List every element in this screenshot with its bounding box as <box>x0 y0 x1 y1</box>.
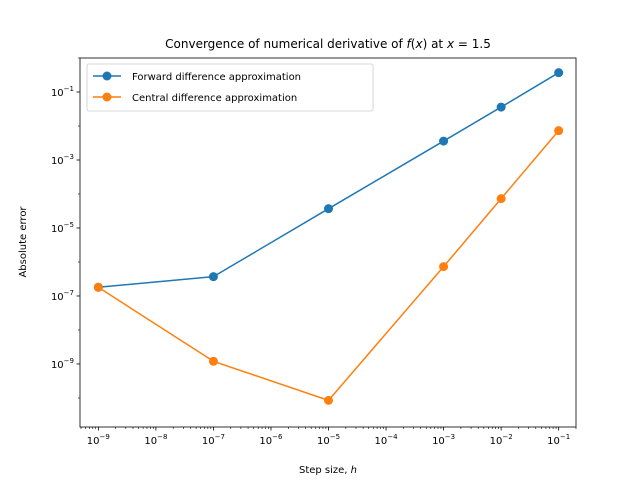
series-0-point-1 <box>208 272 218 282</box>
series-1-point-4 <box>496 194 506 204</box>
y-tick-label: 10−1 <box>51 85 74 99</box>
series-1-point-0 <box>93 282 103 292</box>
legend-marker-forward <box>102 71 112 81</box>
legend-label-central: Central difference approximation <box>132 93 297 104</box>
x-tick-label: 10−2 <box>490 433 513 447</box>
series-line-1 <box>97 130 560 402</box>
y-tick-label: 10−5 <box>51 221 74 235</box>
legend-box <box>86 63 374 112</box>
x-axis-ticks: 10−9 10−8 10−7 10−6 10−5 10−4 10−3 10−2 10−1 <box>80 427 577 447</box>
x-tick-label: 10−6 <box>259 433 283 447</box>
x-tick-label: 10−9 <box>87 433 110 447</box>
series-0-point-2 <box>324 204 334 214</box>
legend-marker-central <box>102 92 112 102</box>
series-line-0 <box>98 72 560 289</box>
x-tick-label: 10−8 <box>144 433 167 447</box>
series-0-point-3 <box>439 136 449 146</box>
y-tick-label: 10−9 <box>51 357 74 371</box>
x-tick-label: 10−1 <box>547 433 570 447</box>
series-layer <box>93 68 564 405</box>
x-tick-label: 10−5 <box>317 433 340 447</box>
series-1-point-1 <box>208 356 218 366</box>
x-tick-label: 10−3 <box>432 433 455 447</box>
series-0-point-4 <box>496 102 506 112</box>
legend-label-forward: Forward difference approximation <box>132 72 301 83</box>
y-tick-label: 10−3 <box>51 153 74 167</box>
series-1-point-3 <box>439 262 449 272</box>
legend: Forward difference approximation Central… <box>86 63 374 112</box>
plot-area <box>80 58 576 427</box>
y-axis-label: Absolute error <box>18 206 29 278</box>
x-tick-label: 10−4 <box>375 433 399 447</box>
chart-title: Convergence of numerical derivative of f… <box>165 37 491 51</box>
y-tick-label: 10−7 <box>51 289 74 303</box>
plot-frame <box>79 57 577 428</box>
series-1-point-5 <box>554 126 564 136</box>
x-tick-label: 10−7 <box>202 433 225 447</box>
series-1-point-2 <box>324 395 334 405</box>
x-axis-label: Step size, h <box>299 465 357 476</box>
series-0-point-5 <box>554 68 564 78</box>
